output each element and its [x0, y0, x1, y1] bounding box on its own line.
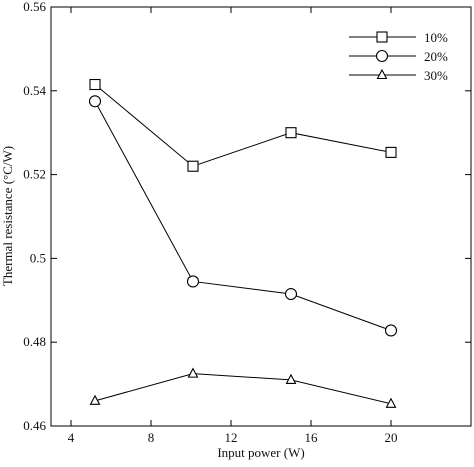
y-axis-label: Thermal resistance (°C/W): [0, 146, 15, 286]
series-line: [94, 84, 392, 167]
data-point-square: [285, 127, 297, 139]
legend-label: 10%: [424, 30, 448, 45]
data-point-circle: [186, 275, 200, 288]
x-tick-label: 16: [305, 430, 319, 445]
data-point-square: [385, 146, 397, 158]
x-tick-label: 8: [148, 430, 155, 445]
series-layer: [88, 78, 398, 408]
x-axis-label: Input power (W): [217, 445, 304, 460]
series-0: [89, 78, 397, 172]
y-tick-label: 0.52: [23, 167, 46, 182]
series-line: [94, 101, 392, 331]
data-point-triangle: [89, 394, 101, 405]
data-point-square: [89, 78, 101, 91]
data-point-triangle: [285, 373, 297, 384]
legend-label: 20%: [424, 49, 448, 64]
legend-entry: 20%: [349, 49, 448, 64]
legend-entry: 10%: [349, 30, 448, 45]
legend: 10% 20% 30%: [349, 30, 448, 83]
data-point-triangle: [385, 397, 397, 408]
y-tick-label: 0.46: [23, 418, 46, 433]
legend-marker: [376, 68, 388, 80]
legend-marker: [375, 49, 389, 63]
x-tick-label: 4: [68, 430, 75, 445]
series-2: [89, 367, 397, 408]
legend-entry: 30%: [349, 68, 448, 83]
x-tick-label: 12: [225, 430, 238, 445]
legend-label: 30%: [424, 68, 448, 83]
legend-marker: [376, 31, 388, 43]
y-tick-label: 0.5: [30, 250, 46, 265]
data-point-square: [187, 160, 199, 172]
data-point-circle: [284, 287, 298, 301]
y-tick-label: 0.56: [23, 0, 46, 14]
y-tick-label: 0.48: [23, 334, 46, 349]
data-point-triangle: [187, 367, 199, 378]
plot-frame: [50, 6, 472, 427]
series-line: [94, 373, 392, 405]
axis-ticks: 4 8 12 16 20 0.46 0.48 0.5 0.52 0.54 0.56: [23, 0, 471, 445]
y-tick-label: 0.54: [23, 83, 46, 98]
series-1: [88, 95, 398, 337]
data-point-circle: [384, 324, 398, 337]
x-tick-label: 20: [385, 430, 398, 445]
data-point-circle: [88, 95, 102, 108]
